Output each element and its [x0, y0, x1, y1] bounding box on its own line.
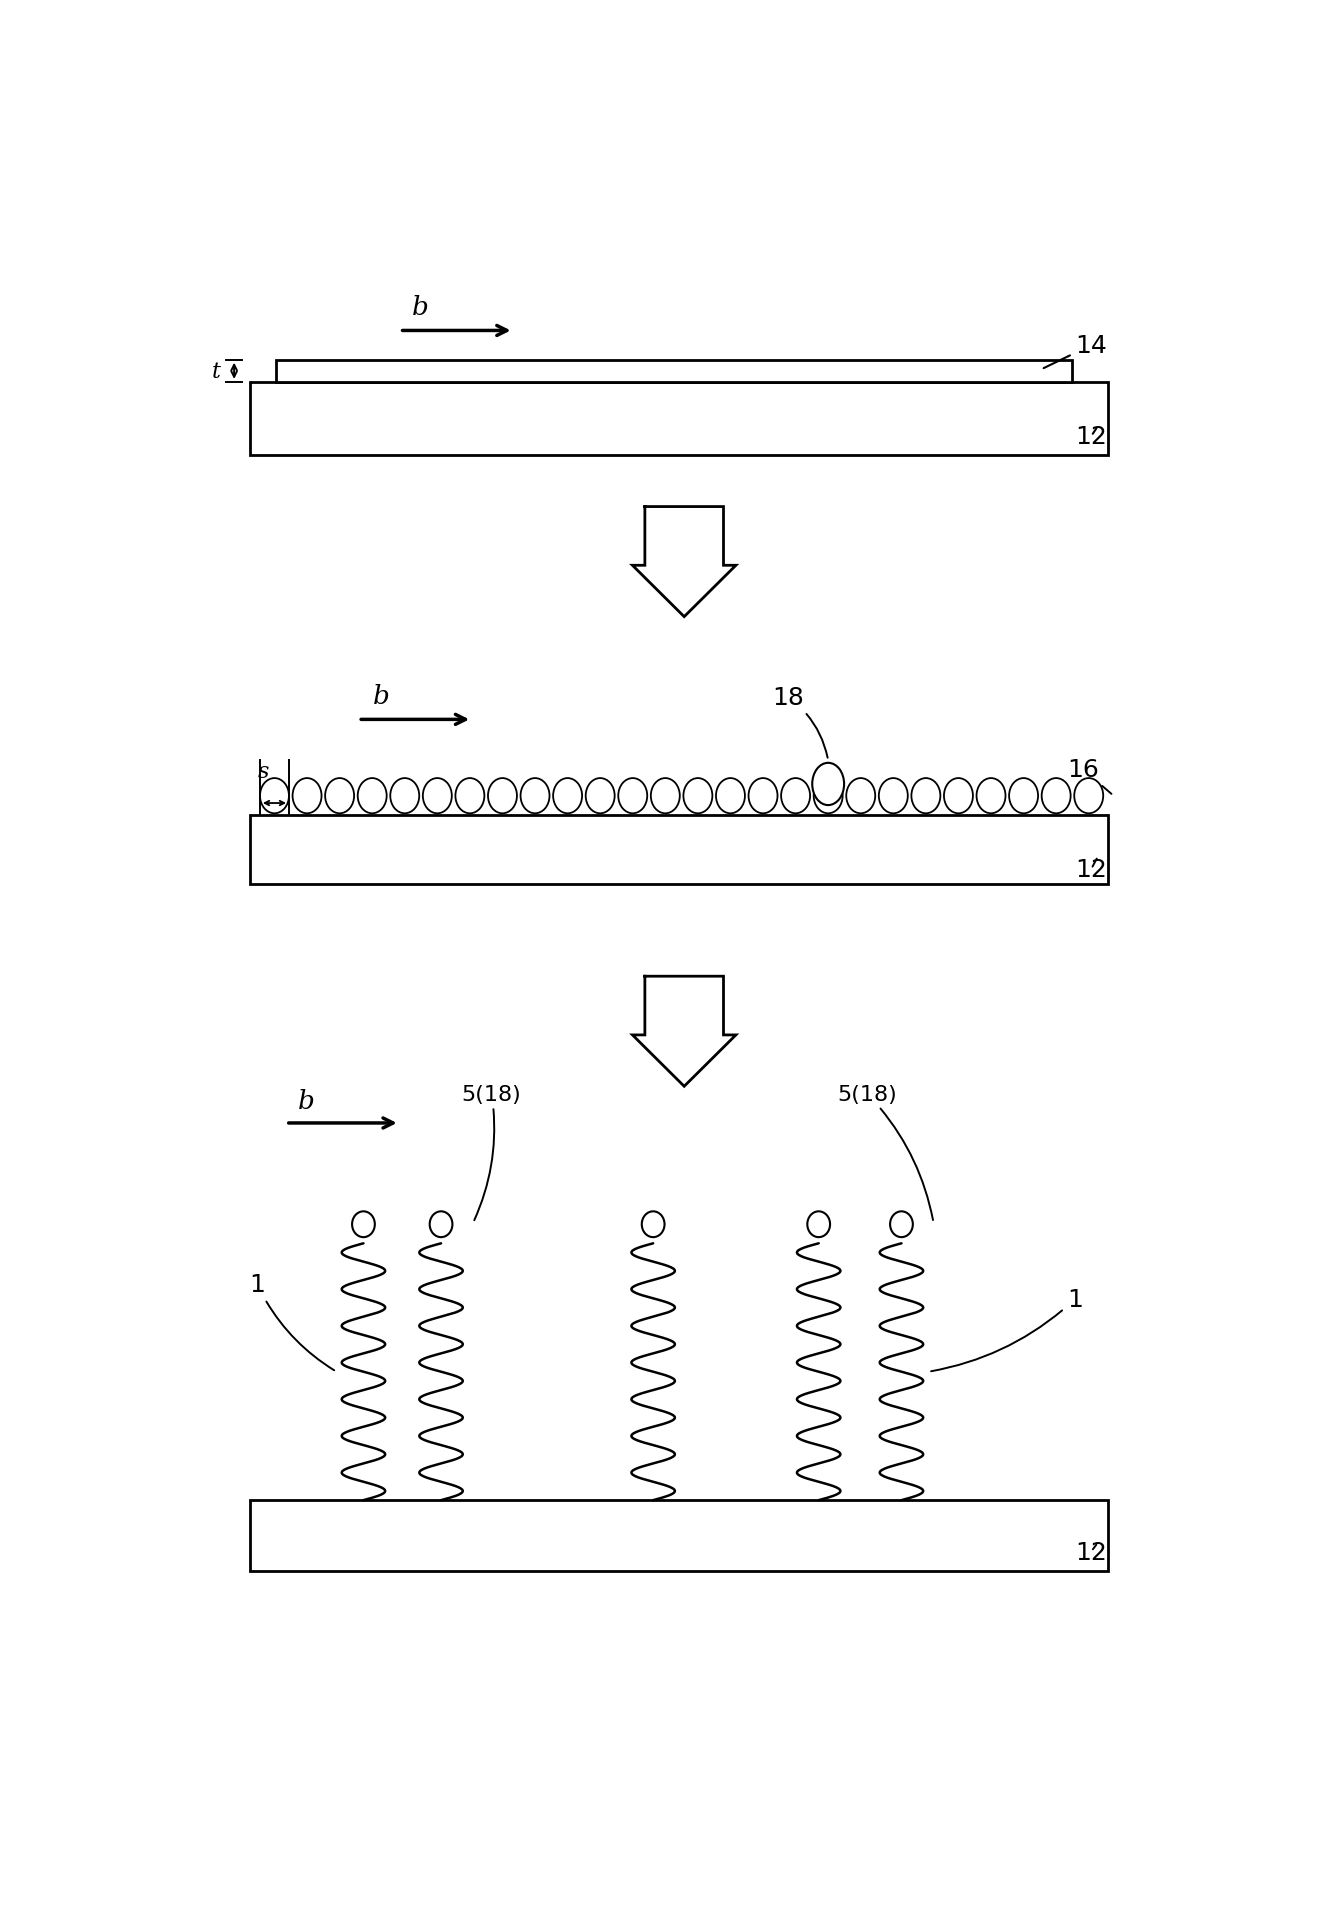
Ellipse shape	[521, 779, 550, 813]
Ellipse shape	[684, 779, 713, 813]
Ellipse shape	[846, 779, 876, 813]
Ellipse shape	[944, 779, 973, 813]
Ellipse shape	[812, 764, 844, 806]
Text: 5(18): 5(18)	[462, 1084, 522, 1221]
Text: 5(18): 5(18)	[837, 1084, 933, 1221]
Text: t: t	[212, 360, 222, 383]
Ellipse shape	[586, 779, 614, 813]
Text: 12: 12	[1075, 425, 1107, 450]
Ellipse shape	[976, 779, 1005, 813]
Text: 1: 1	[250, 1273, 334, 1370]
Polygon shape	[633, 507, 736, 617]
Ellipse shape	[618, 779, 647, 813]
Ellipse shape	[423, 779, 451, 813]
Text: b: b	[298, 1088, 315, 1113]
Ellipse shape	[352, 1212, 375, 1238]
FancyBboxPatch shape	[250, 1501, 1108, 1572]
Ellipse shape	[1009, 779, 1039, 813]
Ellipse shape	[749, 779, 777, 813]
Ellipse shape	[553, 779, 582, 813]
Polygon shape	[633, 977, 736, 1086]
Ellipse shape	[430, 1212, 453, 1238]
Ellipse shape	[808, 1212, 830, 1238]
Ellipse shape	[813, 779, 842, 813]
Ellipse shape	[326, 779, 354, 813]
Text: 12: 12	[1075, 1539, 1107, 1564]
Text: s: s	[258, 760, 268, 783]
Ellipse shape	[642, 1212, 665, 1238]
Ellipse shape	[260, 779, 288, 813]
Text: b: b	[372, 684, 390, 709]
Text: b: b	[413, 295, 429, 320]
Ellipse shape	[890, 1212, 913, 1238]
Ellipse shape	[716, 779, 745, 813]
Ellipse shape	[489, 779, 517, 813]
Ellipse shape	[390, 779, 419, 813]
Ellipse shape	[1075, 779, 1103, 813]
Ellipse shape	[912, 779, 940, 813]
Text: 16: 16	[1067, 758, 1112, 794]
Ellipse shape	[455, 779, 485, 813]
Ellipse shape	[781, 779, 810, 813]
Text: 1: 1	[930, 1288, 1083, 1372]
FancyBboxPatch shape	[275, 360, 1072, 383]
Text: 12: 12	[1075, 857, 1107, 882]
Ellipse shape	[358, 779, 387, 813]
Ellipse shape	[1041, 779, 1071, 813]
FancyBboxPatch shape	[250, 383, 1108, 455]
Ellipse shape	[292, 779, 322, 813]
Ellipse shape	[651, 779, 680, 813]
FancyBboxPatch shape	[250, 815, 1108, 884]
Text: 14: 14	[1044, 333, 1107, 370]
Ellipse shape	[878, 779, 908, 813]
Text: 18: 18	[772, 686, 828, 758]
